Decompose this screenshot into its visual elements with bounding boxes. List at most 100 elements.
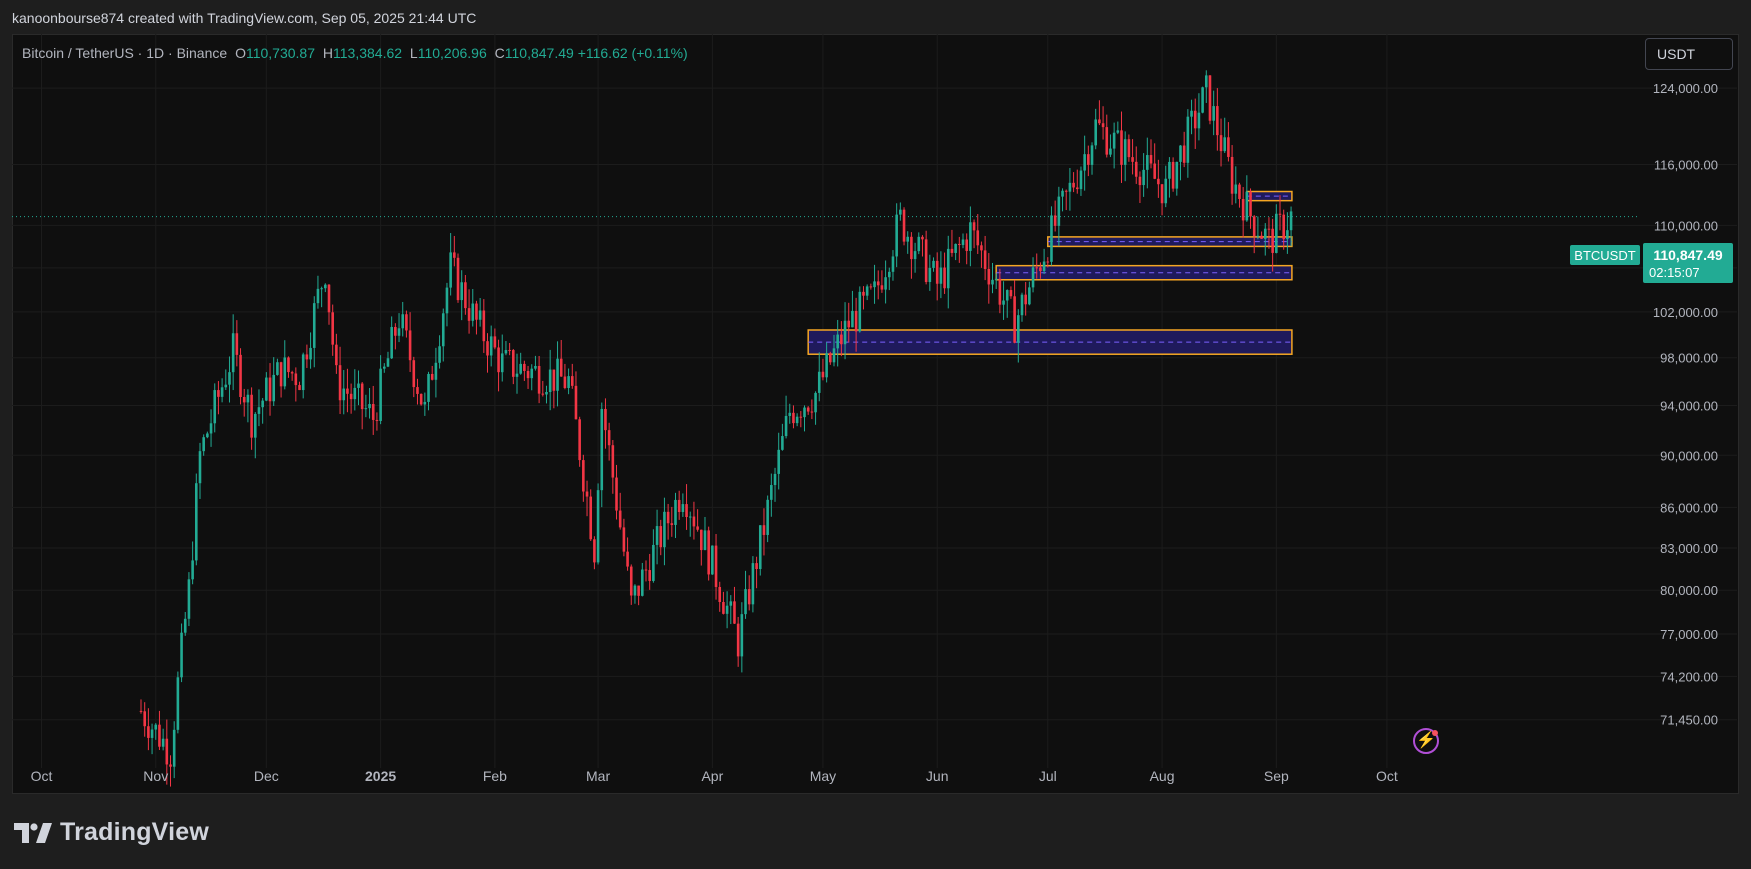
candle bbox=[714, 533, 718, 600]
candle bbox=[1002, 281, 1005, 320]
candle bbox=[1072, 172, 1075, 193]
candle bbox=[1193, 98, 1197, 149]
candle-body bbox=[467, 308, 471, 321]
candle bbox=[736, 616, 740, 667]
close-label: C bbox=[494, 45, 505, 61]
price-tick-label: 77,000.00 bbox=[1660, 627, 1718, 642]
candle-body bbox=[600, 408, 604, 491]
candle bbox=[456, 253, 460, 303]
time-tick-label: Nov bbox=[143, 768, 168, 784]
candle-body bbox=[261, 400, 264, 408]
candle-body bbox=[773, 473, 777, 486]
candle-body bbox=[1271, 228, 1274, 253]
candle bbox=[840, 321, 843, 357]
candle-body bbox=[139, 710, 143, 712]
candle-body bbox=[1046, 261, 1050, 263]
candle-body bbox=[840, 334, 843, 345]
candle bbox=[862, 286, 865, 310]
candle-body bbox=[740, 614, 744, 657]
candle-body bbox=[792, 412, 795, 424]
candle-body bbox=[272, 374, 276, 402]
grid bbox=[12, 34, 1737, 768]
candle bbox=[847, 302, 851, 343]
candle-body bbox=[1282, 214, 1285, 240]
candle bbox=[1079, 166, 1083, 196]
candle-body bbox=[464, 282, 467, 309]
candle-body bbox=[150, 729, 154, 738]
candle bbox=[1208, 75, 1212, 125]
candle-body bbox=[935, 260, 939, 284]
candle bbox=[1134, 146, 1138, 184]
candle bbox=[725, 591, 729, 629]
candle-body bbox=[401, 314, 405, 329]
candle-body bbox=[279, 362, 283, 387]
candle-body bbox=[180, 632, 183, 678]
alert-bolt-icon[interactable]: ⚡ bbox=[1413, 728, 1439, 754]
close-value: 110,847.49 bbox=[504, 45, 574, 61]
candle-body bbox=[1083, 154, 1086, 171]
candle bbox=[1278, 195, 1282, 231]
candle bbox=[943, 252, 946, 294]
candle bbox=[460, 270, 464, 321]
candle-body bbox=[537, 365, 541, 394]
candle-body bbox=[729, 601, 733, 606]
candle-body bbox=[1053, 215, 1057, 226]
chart-area[interactable] bbox=[12, 34, 1739, 794]
candle-body bbox=[961, 239, 965, 245]
candle-body bbox=[497, 347, 500, 373]
candle bbox=[858, 286, 862, 333]
candle bbox=[541, 380, 545, 397]
candle-body bbox=[158, 724, 161, 747]
candle-body bbox=[570, 376, 574, 386]
candle-body bbox=[1039, 267, 1042, 272]
candle-body bbox=[412, 360, 416, 388]
candle bbox=[961, 233, 965, 249]
candle-body bbox=[880, 285, 884, 290]
time-tick-label: Jul bbox=[1039, 768, 1057, 784]
candle bbox=[1131, 139, 1134, 175]
candle-body bbox=[500, 353, 504, 373]
candle-body bbox=[530, 368, 534, 379]
candle bbox=[969, 206, 972, 267]
candle-body bbox=[696, 526, 699, 530]
candle-body bbox=[666, 511, 670, 524]
candle-body bbox=[346, 388, 349, 394]
symbol-legend: Bitcoin / TetherUS · 1D · Binance O110,7… bbox=[22, 45, 688, 61]
candle bbox=[1263, 223, 1267, 256]
candle bbox=[1123, 131, 1127, 182]
candle-body bbox=[1101, 123, 1105, 128]
candle-body bbox=[814, 392, 817, 413]
candle-body bbox=[408, 330, 412, 361]
candle bbox=[305, 344, 309, 368]
candle bbox=[762, 508, 766, 556]
open-value: 110,730.87 bbox=[245, 45, 315, 61]
candle-body bbox=[1267, 228, 1271, 230]
candle bbox=[1227, 122, 1230, 162]
candle bbox=[887, 267, 891, 291]
candle bbox=[641, 562, 644, 597]
candle bbox=[884, 260, 887, 304]
candle-body bbox=[991, 279, 994, 285]
candle bbox=[353, 369, 357, 411]
candle-body bbox=[751, 563, 755, 605]
candle bbox=[810, 399, 814, 420]
currency-button[interactable]: USDT bbox=[1645, 38, 1733, 70]
candle-body bbox=[578, 419, 581, 461]
candle bbox=[972, 219, 976, 249]
candle bbox=[338, 346, 342, 414]
candle bbox=[1234, 166, 1238, 204]
candle-body bbox=[397, 328, 401, 336]
candle-body bbox=[1153, 163, 1156, 179]
candle bbox=[1164, 165, 1168, 208]
candle bbox=[394, 323, 397, 350]
symbol-tag: BTCUSDT bbox=[1574, 248, 1635, 263]
tradingview-logo[interactable]: TradingView bbox=[14, 818, 209, 847]
candle-body bbox=[681, 504, 685, 513]
candle bbox=[1219, 118, 1223, 167]
candle bbox=[519, 352, 522, 375]
candle bbox=[766, 495, 769, 543]
candle-body bbox=[1260, 235, 1263, 239]
candle bbox=[1142, 153, 1145, 197]
candle bbox=[504, 340, 508, 356]
